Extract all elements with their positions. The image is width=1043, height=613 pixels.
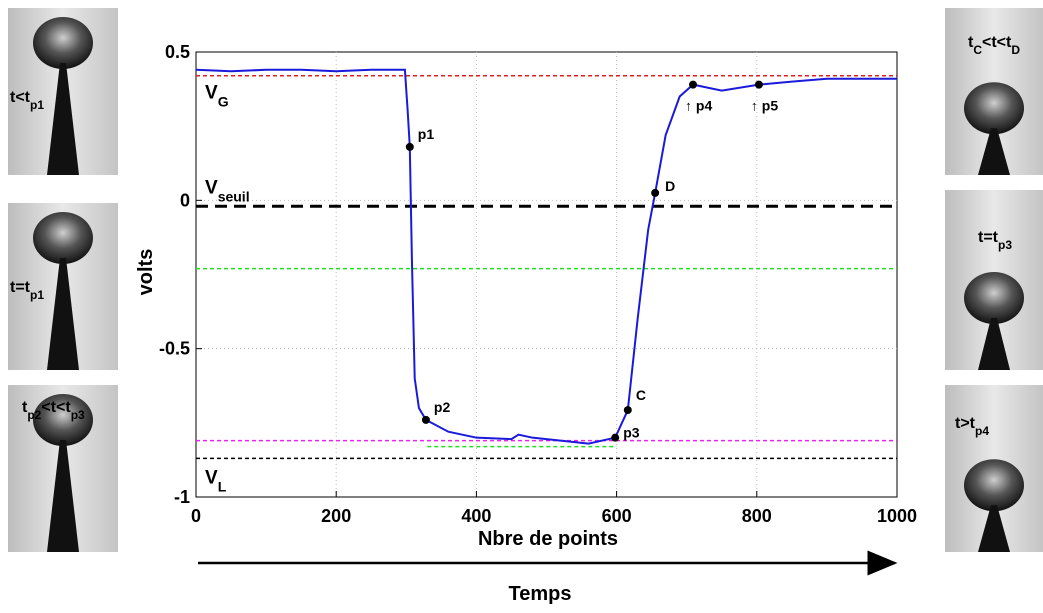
photo: t=tp3 [945, 190, 1043, 370]
x-axis-label: Nbre de points [478, 528, 618, 550]
caption-sub: p2 [27, 408, 41, 422]
x-tick-label: 1000 [877, 506, 917, 526]
caption-sub: C [973, 43, 982, 57]
caption-main: <t<t [982, 34, 1012, 51]
photo-drop [33, 17, 93, 69]
caption-sub: p1 [30, 288, 44, 302]
level-label-main: V [205, 467, 218, 488]
point [611, 433, 620, 442]
caption-main: t=t [10, 279, 31, 296]
photo-drop [964, 272, 1024, 324]
photo-needle [978, 318, 1010, 370]
photo-caption: t>tp4 [955, 415, 989, 438]
caption-sub: p1 [30, 98, 44, 112]
level-label: Vseuil [205, 177, 250, 204]
photo-needle [47, 440, 79, 552]
caption-sub: D [1011, 43, 1020, 57]
photo: t<tp1 [8, 8, 118, 175]
caption-main: t>t [955, 415, 976, 432]
photo: tp2<t<tp3 [8, 385, 118, 552]
y-tick-label: 0 [180, 190, 190, 210]
photo: t=tp1 [8, 203, 118, 370]
photo-caption: tp2<t<tp3 [22, 399, 85, 422]
time-label: Temps [509, 583, 572, 605]
caption-main: t<t [10, 89, 31, 106]
photo-caption: t=tp3 [978, 229, 1012, 252]
caption-main: <t<t [41, 399, 71, 416]
x-tick-label: 0 [191, 506, 201, 526]
plot-area [195, 51, 898, 498]
photo-drop [964, 459, 1024, 512]
y-tick-label: 0.5 [165, 42, 190, 62]
y-axis-label: volts [135, 249, 157, 296]
photo-caption: t<tp1 [10, 89, 44, 112]
data-line [195, 68, 897, 445]
photo: t>tp4 [945, 385, 1043, 552]
point [689, 80, 698, 89]
caption-sub: p4 [975, 424, 989, 438]
photo-caption: tC<t<tD [968, 34, 1020, 57]
point-label: ↑ p4 [685, 98, 712, 114]
caption-main: t [968, 34, 974, 51]
x-tick-label: 400 [461, 506, 491, 526]
photo-needle [47, 63, 79, 175]
x-tick-label: 800 [742, 506, 772, 526]
photo-drop [964, 82, 1024, 135]
level-label-sub: G [218, 94, 229, 110]
photo-drop [33, 212, 93, 264]
level-label: VG [205, 83, 229, 110]
caption-sub: p3 [71, 408, 85, 422]
photo-drop [33, 394, 93, 446]
photo: tC<t<tD [945, 8, 1043, 175]
y-tick-label: -1 [174, 487, 190, 507]
level-label: VL [205, 467, 227, 494]
point-label: ↑ p5 [751, 98, 778, 114]
point [421, 415, 430, 424]
level-label-sub: seuil [218, 188, 250, 204]
caption-sub: p3 [998, 238, 1012, 252]
point-label: D [665, 178, 675, 194]
level-label-main: V [205, 177, 218, 198]
level-label-main: V [205, 83, 218, 104]
caption-main: t [22, 399, 28, 416]
photo-needle [978, 128, 1010, 175]
point-label: C [636, 387, 646, 403]
photo-needle [978, 505, 1010, 552]
point [651, 188, 660, 197]
point [623, 406, 632, 415]
y-tick-label: -0.5 [159, 339, 190, 359]
point-label: p1 [418, 126, 435, 142]
level-label-sub: L [218, 478, 227, 494]
photo-needle [47, 258, 79, 370]
point-label: p2 [434, 399, 451, 415]
caption-main: t=t [978, 229, 999, 246]
x-tick-label: 600 [602, 506, 632, 526]
point [405, 142, 414, 151]
point-label: p3 [623, 425, 640, 441]
photo-caption: t=tp1 [10, 279, 44, 302]
point [754, 80, 763, 89]
x-tick-label: 200 [321, 506, 351, 526]
